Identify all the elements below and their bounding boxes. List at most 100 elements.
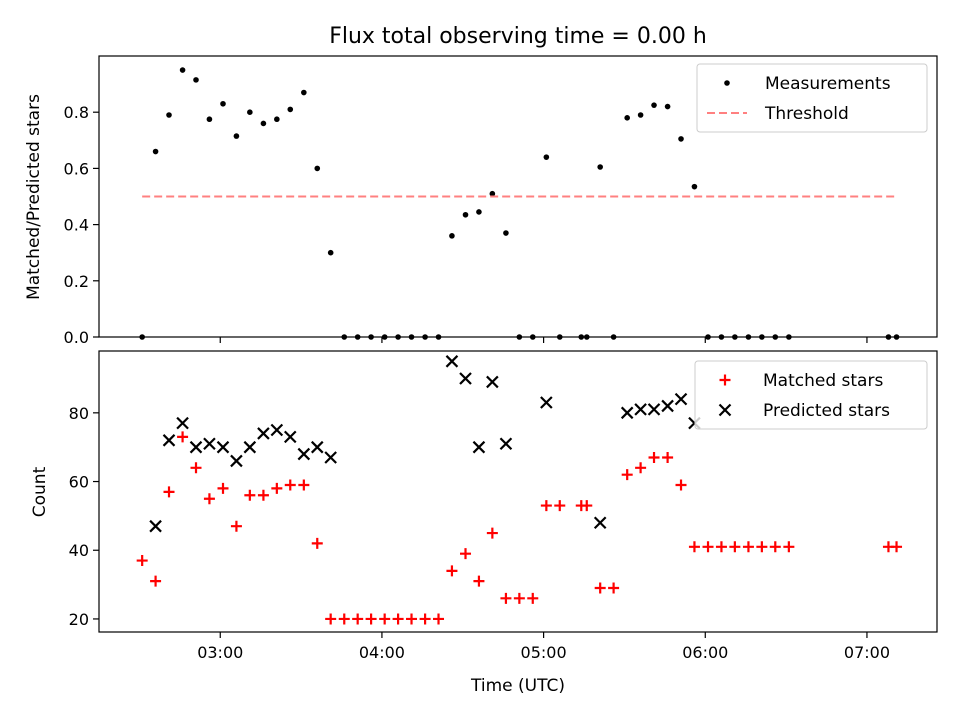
predicted-stars-point xyxy=(283,430,297,444)
top-y-tick-label: 0.4 xyxy=(64,216,89,235)
matched-stars-point xyxy=(136,555,148,567)
measurement-point xyxy=(260,120,267,127)
matched-stars-point xyxy=(163,486,175,498)
matched-stars-point xyxy=(594,582,606,594)
matched-stars-point xyxy=(486,527,498,539)
measurement-point xyxy=(637,112,644,118)
legend-label-measurements: Measurements xyxy=(765,74,891,94)
matched-stars-point xyxy=(581,500,593,512)
measurement-point xyxy=(624,115,630,121)
predicted-stars-point xyxy=(149,519,162,533)
matched-stars-point xyxy=(352,613,364,625)
matched-stars-point xyxy=(554,500,566,512)
measurement-point xyxy=(651,102,657,108)
predicted-stars-point xyxy=(445,355,459,368)
legend-swatch-predicted-stars xyxy=(718,403,732,417)
measurement-point xyxy=(678,136,684,142)
predicted-stars-point xyxy=(203,437,216,451)
matched-stars-point xyxy=(150,575,162,587)
measurement-point xyxy=(274,116,280,123)
matched-stars-point xyxy=(783,541,795,553)
matched-stars-point xyxy=(729,541,741,553)
matched-stars-point xyxy=(433,613,445,625)
measurement-point xyxy=(152,148,159,155)
matched-stars-point xyxy=(392,613,404,625)
bottom-x-tick-label: 06:00 xyxy=(682,643,728,662)
bottom-plot-marks xyxy=(136,355,903,625)
top-legend: Measurements Threshold xyxy=(696,63,928,133)
x-axis-label: Time (UTC) xyxy=(470,676,565,696)
top-y-tick-label: 0.2 xyxy=(64,272,89,291)
matched-stars-point xyxy=(540,500,552,512)
measurement-point xyxy=(597,164,603,170)
matched-stars-point xyxy=(688,541,700,553)
measurement-point xyxy=(287,106,294,113)
matched-stars-point xyxy=(311,537,323,549)
matched-stars-point xyxy=(621,469,633,481)
bottom-y-tick-label: 60 xyxy=(69,473,89,492)
matched-stars-point xyxy=(244,489,256,501)
predicted-stars-point xyxy=(216,440,230,454)
measurement-point xyxy=(301,89,307,96)
legend-label-matched-stars: Matched stars xyxy=(763,371,883,391)
legend-swatch-measurements xyxy=(724,80,730,86)
predicted-stars-point xyxy=(257,427,270,440)
matched-stars-point xyxy=(608,582,620,594)
predicted-stars-point xyxy=(593,516,607,530)
predicted-stars-point xyxy=(620,406,634,420)
bottom-y-tick-label: 40 xyxy=(69,541,89,560)
measurement-point xyxy=(449,233,455,239)
bottom-y-tick-label: 20 xyxy=(69,610,89,629)
predicted-stars-point xyxy=(486,375,499,389)
predicted-stars-point xyxy=(310,440,324,454)
matched-stars-point xyxy=(419,613,431,625)
predicted-stars-point xyxy=(661,399,674,413)
measurement-point xyxy=(327,249,334,256)
predicted-stars-point xyxy=(499,437,513,451)
matched-stars-point xyxy=(365,613,377,625)
legend-label-predicted-stars: Predicted stars xyxy=(763,401,890,421)
bottom-x-tick-label: 05:00 xyxy=(521,643,567,662)
matched-stars-point xyxy=(177,431,189,443)
matched-stars-point xyxy=(891,541,903,553)
matched-stars-point xyxy=(338,613,350,625)
matched-stars-point xyxy=(702,541,714,553)
predicted-stars-point xyxy=(459,372,472,385)
matched-stars-point xyxy=(379,613,391,625)
matched-stars-point xyxy=(230,520,242,532)
top-y-axis-label: Matched/Predicted stars xyxy=(24,94,44,300)
chart-title: Flux total observing time = 0.00 h xyxy=(329,24,707,49)
measurement-point xyxy=(179,67,186,73)
matched-stars-point xyxy=(742,541,754,553)
measurement-point xyxy=(691,183,698,190)
matched-stars-point xyxy=(406,613,418,625)
matched-stars-point xyxy=(675,479,687,491)
bottom-legend: Matched stars Predicted stars xyxy=(694,360,928,430)
measurement-point xyxy=(220,100,226,107)
predicted-stars-point xyxy=(230,454,243,468)
predicted-stars-point xyxy=(540,396,553,409)
matched-stars-point xyxy=(769,541,781,553)
matched-stars-point xyxy=(190,462,202,474)
bottom-axes-frame xyxy=(98,350,938,633)
matched-stars-point xyxy=(460,548,472,560)
top-plot-marks xyxy=(139,67,900,340)
measurement-point xyxy=(489,190,496,197)
predicted-stars-point xyxy=(176,416,189,430)
bottom-y-axis-label: Count xyxy=(30,466,50,517)
top-axes-ticks: 0.0 0.2 0.4 0.6 0.8 xyxy=(64,103,868,347)
matched-stars-point xyxy=(325,613,337,625)
top-axes-frame xyxy=(98,55,938,338)
matched-stars-point xyxy=(217,482,229,494)
matched-stars-point xyxy=(203,493,215,505)
predicted-stars-point xyxy=(297,447,311,461)
predicted-stars-point xyxy=(674,392,688,406)
matched-stars-point xyxy=(257,489,269,501)
matched-stars-point xyxy=(271,482,283,494)
matched-stars-point xyxy=(500,592,512,604)
top-y-tick-label: 0.6 xyxy=(64,159,89,178)
matched-stars-point xyxy=(715,541,727,553)
measurement-point xyxy=(206,116,213,123)
matched-stars-point xyxy=(446,565,458,577)
